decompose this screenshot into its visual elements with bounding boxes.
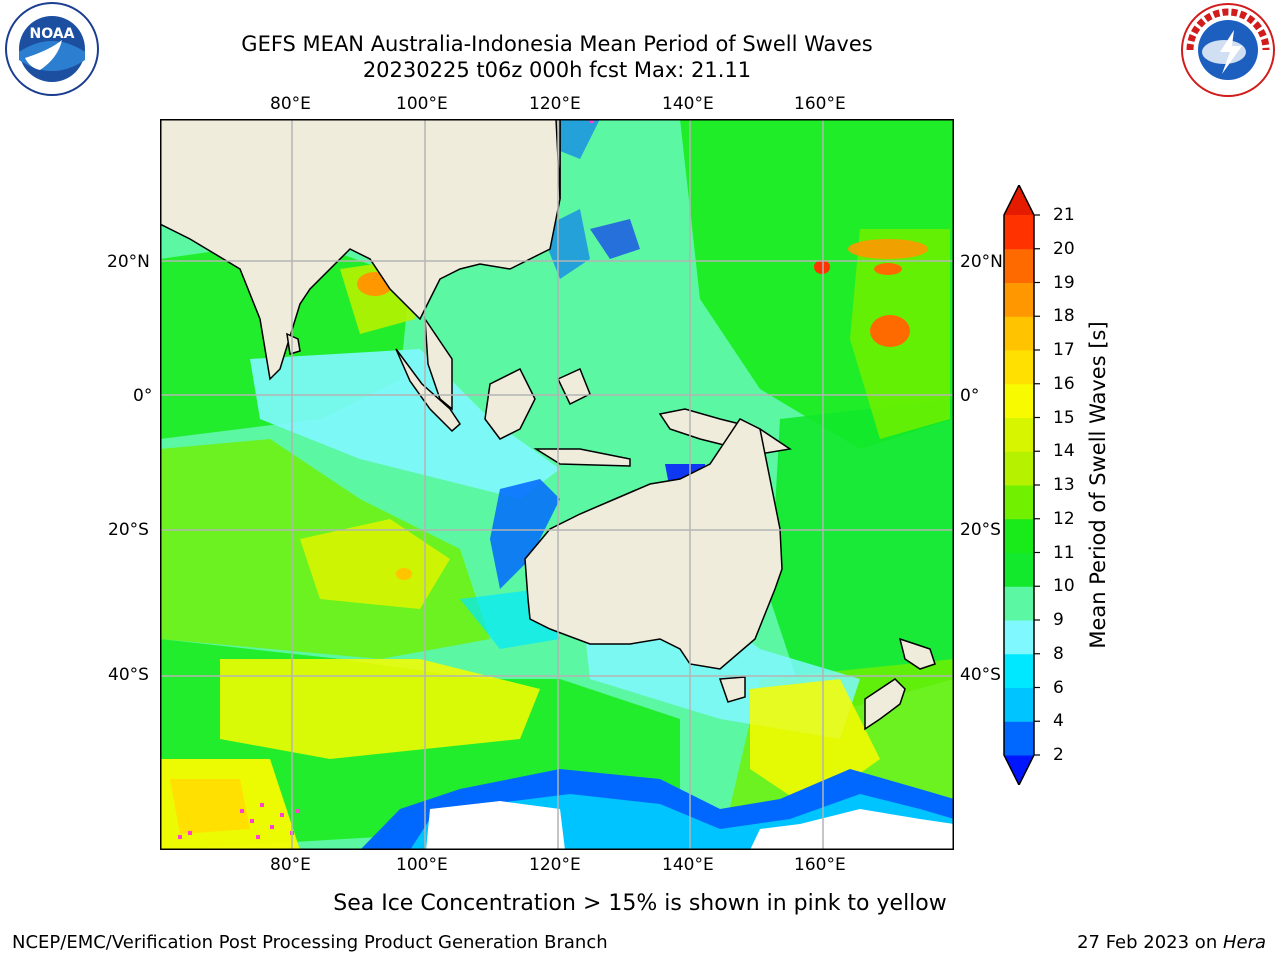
colorbar-tick-label: 8	[1053, 643, 1064, 664]
colorbar-tick-label: 16	[1053, 373, 1075, 394]
colorbar-bin	[1004, 721, 1034, 756]
graticule	[160, 119, 954, 850]
title-line-1: GEFS MEAN Australia-Indonesia Mean Perio…	[241, 32, 873, 56]
colorbar-bin	[1004, 417, 1034, 452]
colorbar-bin	[1004, 383, 1034, 418]
lon-label-bottom-80e: 80°E	[270, 855, 311, 875]
footer-date: 27 Feb 2023 on Hera	[1077, 932, 1266, 953]
colorbar-max-extend	[1004, 185, 1034, 215]
colorbar-bin	[1004, 620, 1034, 655]
colorbar-bin	[1004, 316, 1034, 351]
colorbar-bin	[1004, 215, 1034, 250]
title-line-2: 20230225 t06z 000h fcst Max: 21.11	[362, 58, 752, 82]
lat-label-left-0: 0°	[133, 386, 153, 406]
lon-label-bottom-140e: 140°E	[662, 855, 714, 875]
lon-label-bottom-160e: 160°E	[794, 855, 846, 875]
colorbar-tick-label: 18	[1053, 306, 1075, 327]
lat-label-right-20s: 20°S	[960, 520, 1001, 540]
colorbar-tick-label: 11	[1053, 542, 1075, 563]
colorbar-bin	[1004, 653, 1034, 688]
footer-credit: NCEP/EMC/Verification Post Processing Pr…	[12, 932, 608, 953]
colorbar-tick-label: 14	[1053, 441, 1075, 462]
colorbar-bin	[1004, 350, 1034, 385]
colorbar-tick-label: 20	[1053, 238, 1075, 259]
colorbar-tick-label: 13	[1053, 475, 1075, 495]
colorbar-bin	[1004, 451, 1034, 486]
svg-text:NOAA: NOAA	[30, 26, 75, 42]
colorbar-bin	[1004, 552, 1034, 587]
colorbar-tick-label: 19	[1053, 272, 1075, 293]
lon-label-top-100e: 100°E	[396, 94, 448, 114]
lat-label-left-20s: 20°S	[108, 520, 149, 540]
colorbar-tick-label: 6	[1053, 677, 1064, 698]
colorbar-bin	[1004, 586, 1034, 621]
lon-label-bottom-120e: 120°E	[529, 855, 581, 875]
nws-logo	[1176, 0, 1280, 104]
lon-label-top-140e: 140°E	[662, 94, 714, 114]
colorbar-min-extend	[1004, 755, 1034, 785]
footer-date-text: 27 Feb 2023 on	[1077, 932, 1223, 953]
colorbar-tick-label: 15	[1053, 407, 1075, 428]
colorbar-tick-label: 4	[1053, 711, 1064, 732]
colorbar-bin	[1004, 282, 1034, 317]
land-masses	[159, 118, 936, 731]
colorbar-tick-label: 10	[1053, 576, 1075, 597]
colorbar-tick-label: 17	[1053, 340, 1075, 360]
map-svg	[159, 118, 954, 850]
noaa-logo: NOAA	[0, 0, 104, 104]
lon-label-top-80e: 80°E	[270, 94, 311, 114]
lat-label-left-40s: 40°S	[108, 665, 149, 685]
colorbar-tick-label: 9	[1053, 610, 1064, 630]
colorbar	[1000, 183, 1060, 787]
lat-label-right-40s: 40°S	[960, 665, 1001, 685]
colorbar-bin	[1004, 248, 1034, 283]
lat-label-left-20n: 20°N	[107, 252, 150, 272]
colorbar-bin	[1004, 485, 1034, 520]
lon-label-bottom-100e: 100°E	[396, 855, 448, 875]
colorbar-tick-label: 2	[1053, 745, 1064, 765]
colorbar-svg	[1003, 183, 1040, 787]
lat-label-right-20n: 20°N	[960, 252, 1003, 272]
map-panel	[159, 118, 954, 850]
lat-label-right-0: 0°	[960, 386, 980, 406]
colorbar-tick-label: 12	[1053, 508, 1075, 529]
colorbar-bin	[1004, 518, 1034, 553]
colorbar-bin	[1004, 687, 1034, 722]
footer-host: Hera	[1222, 932, 1266, 953]
sea-ice-note: Sea Ice Concentration > 15% is shown in …	[333, 891, 947, 916]
colorbar-tick-label: 21	[1053, 205, 1075, 225]
lon-label-top-120e: 120°E	[529, 94, 581, 114]
lon-label-top-160e: 160°E	[794, 94, 846, 114]
colorbar-title: Mean Period of Swell Waves [s]	[1086, 321, 1110, 649]
